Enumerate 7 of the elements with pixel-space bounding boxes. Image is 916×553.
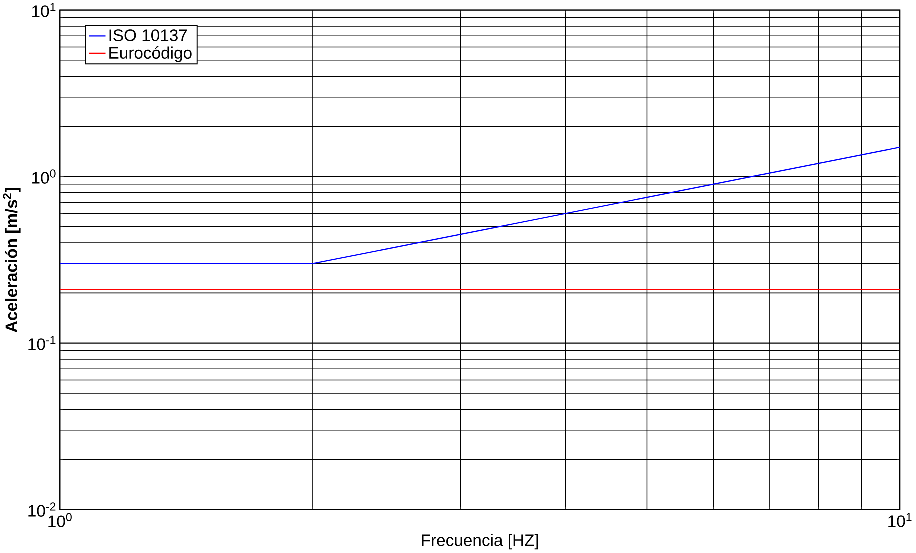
y-axis-title: Aceleración [m/s$^{2}$]	[3, 188, 21, 333]
y-tick-label: 10$^{-1}$	[28, 336, 56, 350]
y-tick-label: 10$^{1}$	[32, 3, 56, 18]
y-tick-label: 10$^{0}$	[32, 170, 56, 184]
x-axis-title: Frecuencia [HZ]	[422, 534, 538, 550]
legend-label: ISO 10137	[110, 30, 188, 42]
legend-label: Eurocódigo	[110, 46, 192, 62]
